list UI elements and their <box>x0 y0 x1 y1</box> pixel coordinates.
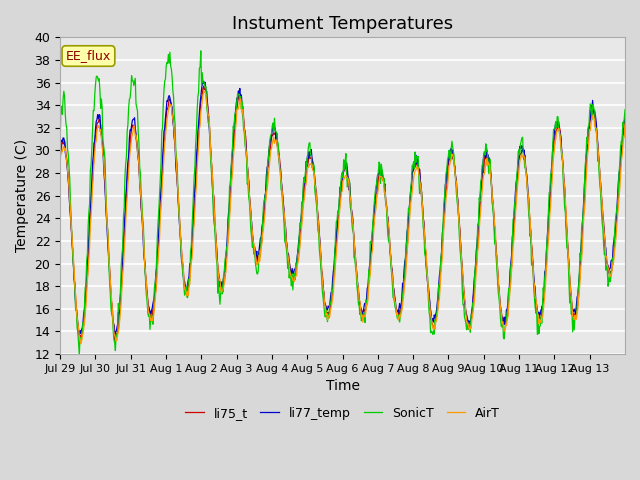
li75_t <box>277 177 285 183</box>
Line: AirT: AirT <box>60 91 625 344</box>
li77_temp <box>124 169 131 175</box>
Line: li75_t: li75_t <box>60 86 625 340</box>
AirT <box>228 178 236 183</box>
SonicT <box>228 153 236 159</box>
li77_temp <box>403 242 410 248</box>
li75_t <box>124 178 131 183</box>
li75_t <box>256 254 264 260</box>
Title: Instument Temperatures: Instument Temperatures <box>232 15 453 33</box>
AirT <box>256 258 264 264</box>
li77_temp <box>434 294 442 300</box>
AirT <box>434 307 442 312</box>
SonicT <box>434 296 442 301</box>
Y-axis label: Temperature (C): Temperature (C) <box>15 139 29 252</box>
li75_t <box>56 154 64 159</box>
AirT <box>124 195 131 201</box>
li77_temp <box>228 157 236 163</box>
AirT <box>403 262 410 268</box>
Text: EE_flux: EE_flux <box>66 49 111 62</box>
li77_temp <box>56 150 64 156</box>
Line: li77_temp: li77_temp <box>60 81 625 335</box>
SonicT <box>277 187 285 192</box>
li75_t <box>228 171 236 177</box>
SonicT <box>403 243 410 249</box>
Legend: li75_t, li77_temp, SonicT, AirT: li75_t, li77_temp, SonicT, AirT <box>180 402 505 424</box>
SonicT <box>197 48 205 54</box>
SonicT <box>621 107 629 113</box>
Line: SonicT: SonicT <box>60 51 625 355</box>
li77_temp <box>277 176 285 182</box>
SonicT <box>256 248 264 253</box>
li77_temp <box>256 242 264 248</box>
li77_temp <box>200 78 207 84</box>
li77_temp <box>621 117 629 122</box>
li77_temp <box>76 332 83 338</box>
AirT <box>56 159 64 165</box>
AirT <box>277 178 285 183</box>
AirT <box>77 341 84 347</box>
li75_t <box>403 253 410 259</box>
X-axis label: Time: Time <box>326 379 360 394</box>
SonicT <box>124 129 131 134</box>
SonicT <box>76 352 83 358</box>
li75_t <box>200 83 207 89</box>
AirT <box>202 88 209 94</box>
SonicT <box>56 141 64 147</box>
li75_t <box>434 303 442 309</box>
AirT <box>621 121 629 127</box>
li75_t <box>111 337 118 343</box>
li75_t <box>621 112 629 118</box>
